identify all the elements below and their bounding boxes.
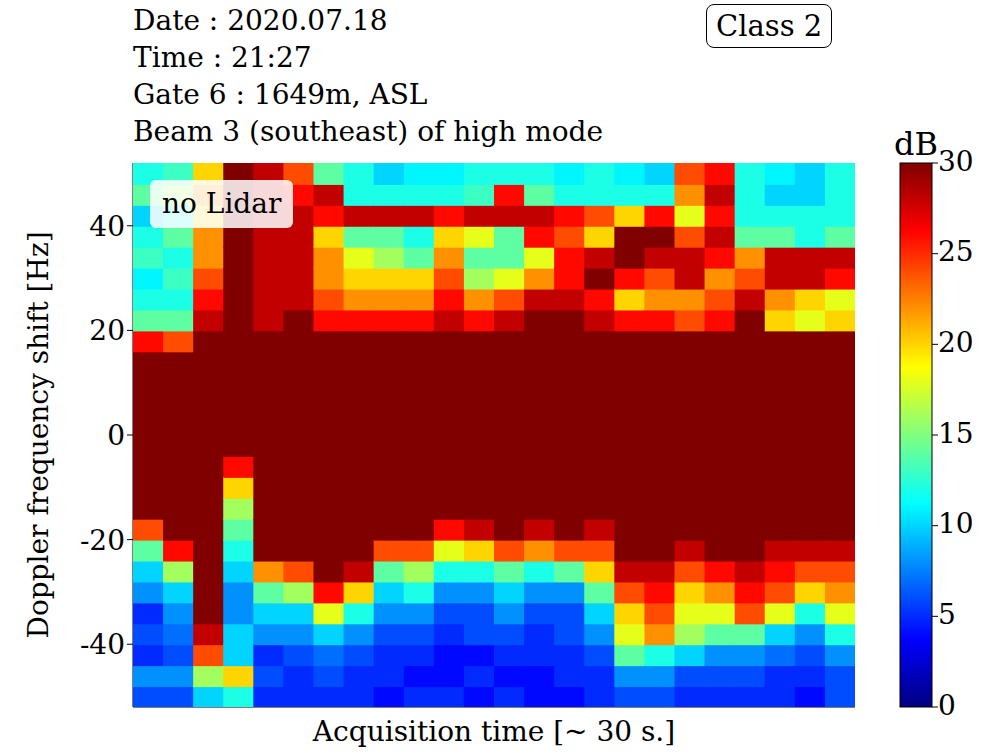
html-text:Beam 3 (southeast) of high mod: Beam 3 (southeast) of high mode [133, 115, 604, 148]
html-text:no Lidar: no Lidar [162, 187, 282, 220]
svg-text:dB: dB [894, 125, 938, 163]
svg-text:25: 25 [938, 235, 974, 268]
svg-text:-20: -20 [80, 524, 125, 557]
html-text:Class 2: Class 2 [716, 9, 823, 43]
svg-text:Acquisition time [~ 30 s.]: Acquisition time [~ 30 s.] [312, 715, 675, 748]
svg-text:15: 15 [938, 417, 974, 450]
svg-text:40: 40 [89, 210, 125, 243]
svg-text:20: 20 [938, 326, 974, 359]
svg-text:5: 5 [938, 598, 956, 631]
svg-text:10: 10 [938, 507, 974, 540]
svg-text:0: 0 [107, 419, 125, 452]
svg-text:-40: -40 [80, 628, 125, 661]
svg-text:Doppler frequency shift [Hz]: Doppler frequency shift [Hz] [22, 231, 55, 638]
html-text:Gate 6 : 1649m, ASL: Gate 6 : 1649m, ASL [133, 78, 428, 111]
svg-text:20: 20 [89, 314, 125, 347]
svg-text:0: 0 [938, 689, 956, 722]
svg-text:30: 30 [938, 145, 974, 178]
html-text:Date : 2020.07.18: Date : 2020.07.18 [133, 4, 388, 37]
html-text:Time : 21:27: Time : 21:27 [133, 41, 312, 74]
